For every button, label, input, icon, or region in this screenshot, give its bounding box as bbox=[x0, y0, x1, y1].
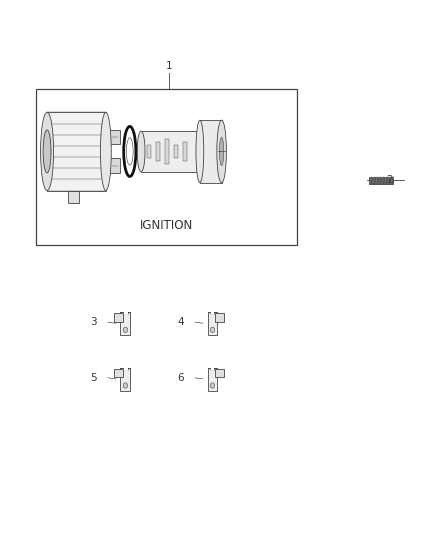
Bar bbox=[36, 89, 297, 245]
Text: 2: 2 bbox=[386, 175, 393, 185]
Text: 3: 3 bbox=[91, 317, 97, 327]
Ellipse shape bbox=[41, 112, 53, 190]
Bar bbox=[147, 146, 151, 158]
Ellipse shape bbox=[210, 383, 215, 388]
Bar bbox=[156, 142, 160, 160]
Bar bbox=[124, 312, 128, 314]
Bar bbox=[114, 313, 123, 322]
Ellipse shape bbox=[124, 126, 136, 176]
Bar bbox=[215, 369, 224, 377]
Bar bbox=[120, 368, 131, 391]
Bar bbox=[369, 176, 393, 183]
Bar bbox=[215, 313, 224, 322]
Bar bbox=[141, 131, 198, 172]
Text: IGNITION: IGNITION bbox=[140, 219, 194, 232]
Ellipse shape bbox=[219, 138, 224, 166]
Ellipse shape bbox=[43, 130, 51, 173]
Bar bbox=[210, 312, 215, 314]
Bar bbox=[210, 368, 215, 369]
Text: 6: 6 bbox=[177, 373, 184, 383]
Ellipse shape bbox=[137, 131, 145, 172]
Ellipse shape bbox=[127, 138, 133, 165]
Bar bbox=[208, 368, 217, 391]
Ellipse shape bbox=[210, 327, 215, 333]
Text: 1: 1 bbox=[166, 61, 172, 71]
Bar bbox=[110, 131, 120, 144]
Bar bbox=[67, 190, 78, 203]
Ellipse shape bbox=[100, 112, 111, 190]
Text: 4: 4 bbox=[177, 317, 184, 327]
Text: 5: 5 bbox=[91, 373, 97, 383]
Bar bbox=[110, 158, 120, 173]
Bar bbox=[174, 146, 178, 158]
Bar bbox=[120, 312, 131, 335]
Ellipse shape bbox=[196, 120, 204, 183]
Bar bbox=[200, 120, 222, 183]
Ellipse shape bbox=[217, 120, 226, 183]
Ellipse shape bbox=[123, 383, 127, 388]
Bar bbox=[114, 369, 123, 377]
Bar bbox=[124, 368, 128, 369]
Bar bbox=[47, 112, 106, 190]
Bar bbox=[183, 142, 187, 160]
Ellipse shape bbox=[123, 327, 127, 333]
Bar bbox=[165, 139, 169, 164]
Bar bbox=[208, 312, 217, 335]
